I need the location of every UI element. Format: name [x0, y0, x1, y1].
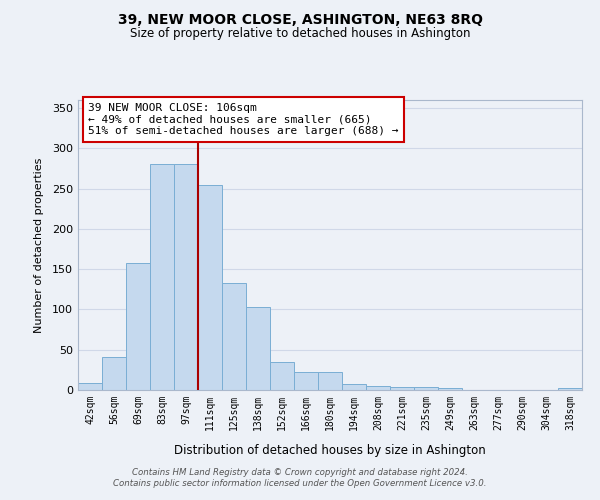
Bar: [174, 164, 198, 390]
Y-axis label: Number of detached properties: Number of detached properties: [34, 158, 44, 332]
Text: 39 NEW MOOR CLOSE: 106sqm
← 49% of detached houses are smaller (665)
51% of semi: 39 NEW MOOR CLOSE: 106sqm ← 49% of detac…: [88, 103, 398, 136]
Bar: [246, 307, 270, 390]
Bar: [366, 386, 390, 390]
Bar: [198, 184, 222, 390]
Bar: [558, 388, 582, 390]
Bar: [222, 283, 246, 390]
Bar: [318, 372, 342, 390]
Bar: [438, 388, 462, 390]
Bar: [270, 362, 294, 390]
Bar: [414, 387, 438, 390]
Bar: [102, 357, 126, 390]
Bar: [390, 387, 414, 390]
Text: 39, NEW MOOR CLOSE, ASHINGTON, NE63 8RQ: 39, NEW MOOR CLOSE, ASHINGTON, NE63 8RQ: [118, 12, 482, 26]
Bar: [150, 164, 174, 390]
Bar: [294, 372, 318, 390]
Bar: [78, 383, 102, 390]
Bar: [126, 262, 150, 390]
X-axis label: Distribution of detached houses by size in Ashington: Distribution of detached houses by size …: [174, 444, 486, 457]
Bar: [342, 384, 366, 390]
Text: Size of property relative to detached houses in Ashington: Size of property relative to detached ho…: [130, 28, 470, 40]
Text: Contains HM Land Registry data © Crown copyright and database right 2024.
Contai: Contains HM Land Registry data © Crown c…: [113, 468, 487, 487]
